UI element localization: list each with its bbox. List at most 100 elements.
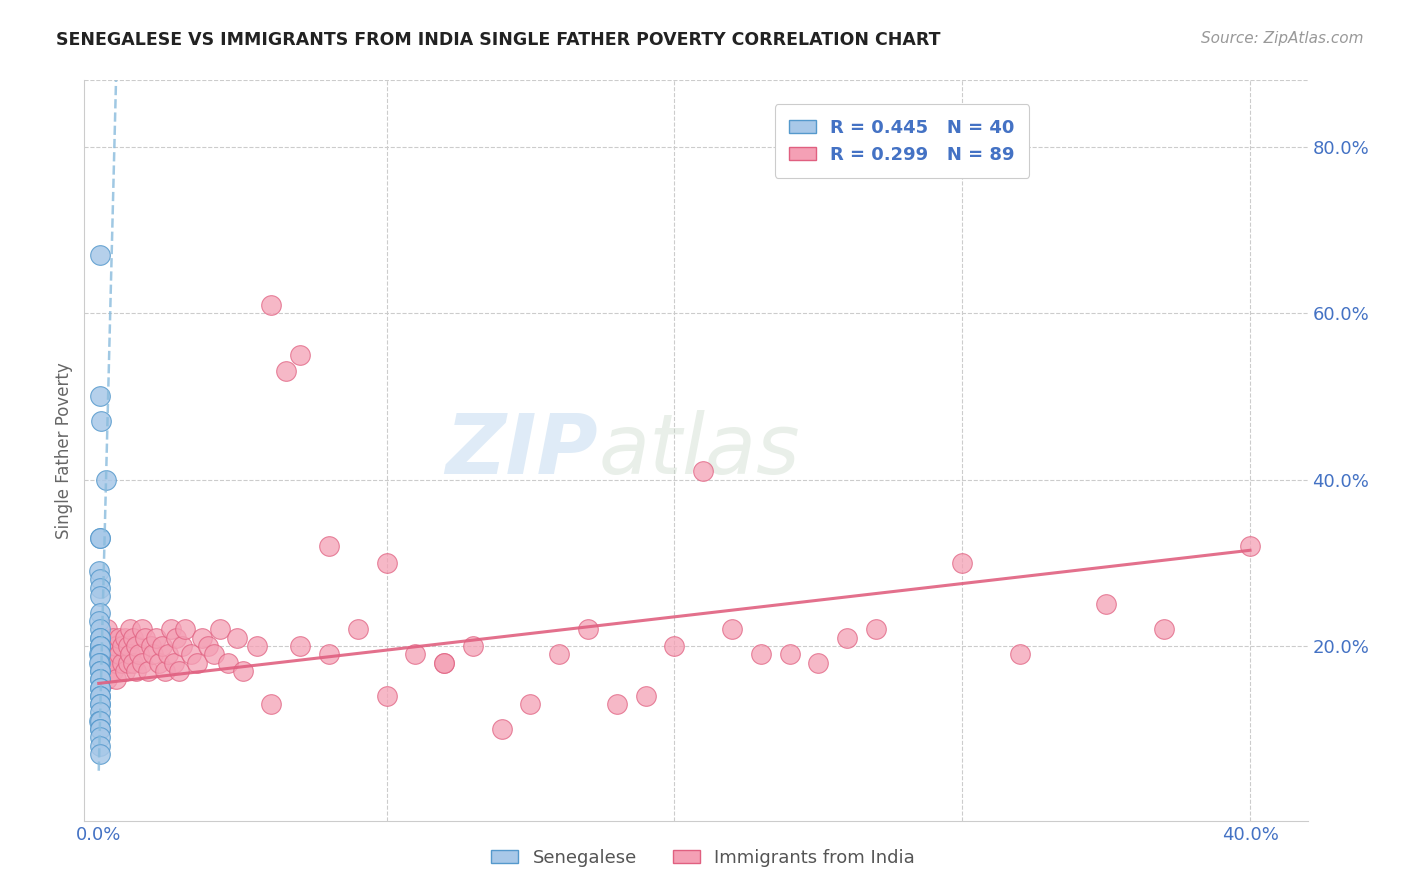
- Point: [89, 656, 111, 670]
- Point: [111, 639, 134, 653]
- Point: [166, 631, 188, 645]
- Point: [807, 656, 830, 670]
- Point: [131, 623, 153, 637]
- Point: [634, 689, 657, 703]
- Point: [89, 681, 111, 695]
- Point: [89, 739, 111, 753]
- Point: [89, 564, 111, 578]
- Point: [89, 722, 111, 736]
- Point: [721, 623, 744, 637]
- Point: [950, 556, 973, 570]
- Point: [101, 647, 124, 661]
- Point: [89, 656, 111, 670]
- Point: [108, 631, 131, 645]
- Point: [865, 623, 887, 637]
- Point: [89, 672, 111, 686]
- Point: [89, 714, 111, 728]
- Point: [346, 623, 368, 637]
- Point: [89, 531, 111, 545]
- Point: [260, 697, 283, 711]
- Point: [576, 623, 599, 637]
- Point: [114, 664, 136, 678]
- Point: [117, 656, 139, 670]
- Point: [89, 589, 111, 603]
- Text: atlas: atlas: [598, 410, 800, 491]
- Point: [125, 664, 148, 678]
- Point: [89, 722, 111, 736]
- Point: [290, 348, 312, 362]
- Point: [835, 631, 858, 645]
- Point: [117, 639, 139, 653]
- Point: [174, 623, 197, 637]
- Point: [89, 389, 111, 403]
- Point: [101, 631, 124, 645]
- Point: [89, 248, 111, 262]
- Point: [90, 656, 112, 670]
- Point: [89, 531, 111, 545]
- Point: [89, 606, 111, 620]
- Point: [202, 647, 225, 661]
- Point: [186, 656, 208, 670]
- Point: [94, 473, 117, 487]
- Text: Source: ZipAtlas.com: Source: ZipAtlas.com: [1201, 31, 1364, 46]
- Point: [105, 656, 128, 670]
- Point: [433, 656, 456, 670]
- Point: [246, 639, 269, 653]
- Point: [89, 664, 111, 678]
- Point: [606, 697, 628, 711]
- Point: [89, 631, 111, 645]
- Point: [89, 681, 111, 695]
- Point: [89, 631, 111, 645]
- Point: [150, 639, 173, 653]
- Point: [225, 631, 247, 645]
- Point: [461, 639, 484, 653]
- Point: [89, 623, 111, 637]
- Point: [89, 697, 111, 711]
- Point: [404, 647, 426, 661]
- Point: [89, 697, 111, 711]
- Point: [191, 631, 214, 645]
- Point: [548, 647, 571, 661]
- Point: [111, 656, 134, 670]
- Point: [120, 647, 142, 661]
- Point: [217, 656, 239, 670]
- Point: [96, 647, 118, 661]
- Point: [779, 647, 801, 661]
- Point: [153, 664, 176, 678]
- Point: [89, 689, 111, 703]
- Point: [1153, 623, 1175, 637]
- Point: [120, 623, 142, 637]
- Point: [89, 639, 111, 653]
- Point: [90, 414, 112, 428]
- Point: [98, 639, 121, 653]
- Legend: R = 0.445   N = 40, R = 0.299   N = 89: R = 0.445 N = 40, R = 0.299 N = 89: [775, 104, 1029, 178]
- Text: ZIP: ZIP: [446, 410, 598, 491]
- Point: [148, 656, 170, 670]
- Point: [145, 631, 167, 645]
- Point: [89, 647, 111, 661]
- Point: [122, 631, 145, 645]
- Point: [101, 664, 124, 678]
- Point: [260, 298, 283, 312]
- Legend: Senegalese, Immigrants from India: Senegalese, Immigrants from India: [484, 842, 922, 874]
- Point: [139, 639, 162, 653]
- Point: [98, 656, 121, 670]
- Point: [172, 639, 194, 653]
- Point: [749, 647, 772, 661]
- Point: [208, 623, 231, 637]
- Point: [89, 639, 111, 653]
- Point: [692, 464, 714, 478]
- Point: [169, 664, 191, 678]
- Point: [131, 656, 153, 670]
- Point: [232, 664, 254, 678]
- Point: [89, 714, 111, 728]
- Point: [93, 664, 115, 678]
- Point: [105, 639, 128, 653]
- Point: [89, 664, 111, 678]
- Point: [664, 639, 686, 653]
- Point: [89, 581, 111, 595]
- Point: [162, 656, 184, 670]
- Text: SENEGALESE VS IMMIGRANTS FROM INDIA SINGLE FATHER POVERTY CORRELATION CHART: SENEGALESE VS IMMIGRANTS FROM INDIA SING…: [56, 31, 941, 49]
- Point: [1008, 647, 1031, 661]
- Point: [197, 639, 219, 653]
